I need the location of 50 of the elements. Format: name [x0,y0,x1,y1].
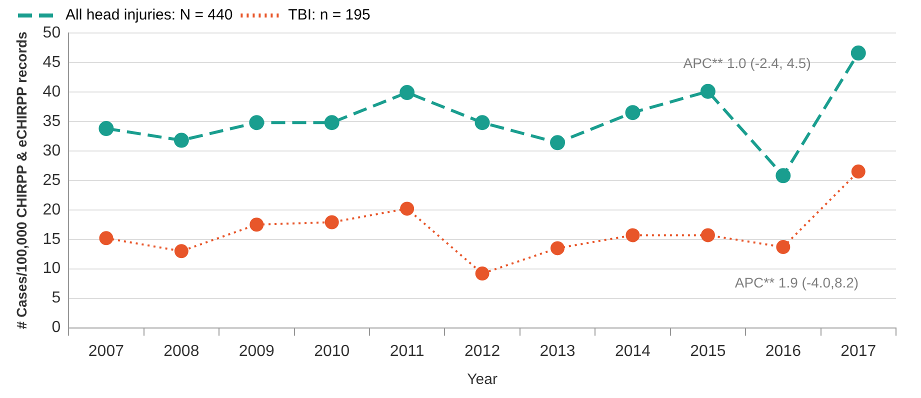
y-tick-label: 5 [52,290,61,307]
x-tick-label: 2016 [765,342,802,360]
y-tick-label: 15 [42,230,61,248]
point [851,164,866,179]
annotation: APC** 1.9 (-4.0,8.2) [734,274,859,290]
point [550,241,565,256]
point [400,85,415,100]
x-tick-label: 2017 [840,342,876,360]
x-tick-label: 2013 [540,342,576,360]
y-tick-label: 45 [42,54,61,71]
legend-label: All head injuries: N = 440 [66,6,233,24]
y-tick-label: 35 [42,112,61,130]
x-tick-label: 2010 [314,342,350,360]
point [250,218,264,232]
x-tick-label: 2011 [390,342,424,360]
point [626,228,640,242]
point [400,202,414,216]
point [475,266,490,281]
point [324,215,339,230]
annotation: APC** 1.0 (-2.4, 4.5) [683,54,811,71]
y-axis-title: # Cases/100,000 CHIRPP & eCHIRPP records [13,31,30,330]
x-tick-label: 2008 [164,342,200,360]
y-tick-label: 50 [42,24,61,42]
point [99,231,114,246]
legend-label: TBI: n = 195 [288,6,370,24]
y-tick-label: 40 [42,83,61,100]
y-tick-label: 10 [42,260,61,278]
point [249,115,264,130]
point [776,240,790,254]
point [625,105,640,120]
point [174,244,188,258]
y-tick-label: 0 [52,319,61,336]
point [550,135,566,150]
y-tick-label: 25 [42,172,61,189]
point [324,115,340,130]
point [474,115,490,130]
x-axis-title: Year [467,371,498,388]
point [700,84,716,99]
point [776,168,791,184]
point [700,228,715,242]
point [98,121,114,136]
point [174,132,189,148]
x-tick-label: 2014 [614,342,651,360]
y-tick-label: 20 [42,201,61,218]
point [850,46,866,61]
x-tick-label: 2007 [88,342,124,360]
y-tick-label: 30 [42,142,61,160]
x-tick-label: 2012 [464,342,500,360]
x-tick-label: 2015 [690,342,726,360]
x-tick-label: 2009 [238,342,275,360]
